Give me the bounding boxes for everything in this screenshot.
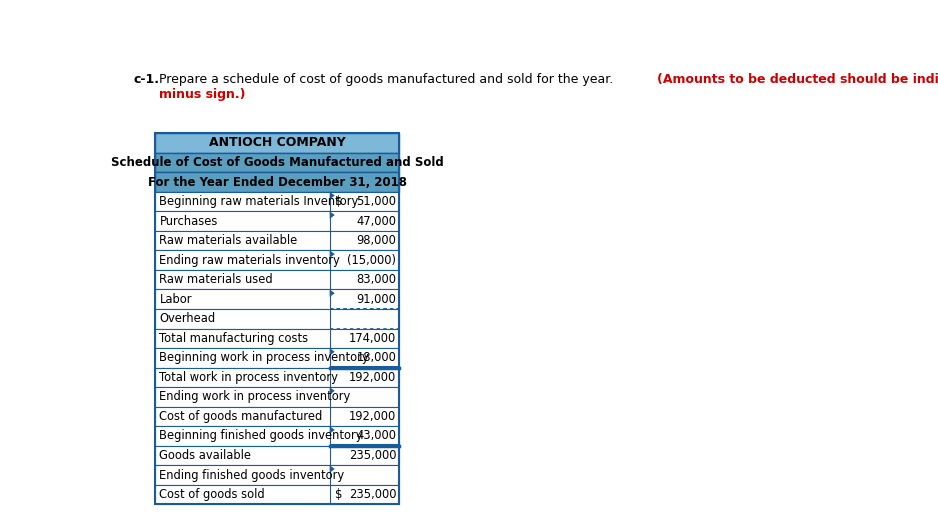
Text: ANTIOCH COMPANY: ANTIOCH COMPANY: [209, 137, 345, 150]
Bar: [155, 133, 400, 153]
Text: c-1.: c-1.: [133, 73, 159, 86]
Text: Purchases: Purchases: [159, 214, 218, 228]
Bar: [155, 309, 400, 328]
Text: 192,000: 192,000: [349, 371, 397, 384]
Text: $: $: [335, 195, 342, 208]
Text: Schedule of Cost of Goods Manufactured and Sold: Schedule of Cost of Goods Manufactured a…: [111, 156, 444, 169]
Bar: [155, 211, 400, 231]
Text: Ending work in process inventory: Ending work in process inventory: [159, 390, 351, 403]
Bar: [155, 465, 400, 485]
Text: Total work in process inventory: Total work in process inventory: [159, 371, 339, 384]
Polygon shape: [329, 465, 335, 473]
Text: 192,000: 192,000: [349, 410, 397, 423]
Text: Overhead: Overhead: [159, 312, 216, 325]
Text: Goods available: Goods available: [159, 449, 251, 462]
Bar: [155, 387, 400, 407]
Text: Labor: Labor: [159, 293, 192, 306]
Polygon shape: [329, 387, 335, 394]
Bar: [155, 192, 400, 211]
Polygon shape: [329, 251, 335, 258]
Text: Ending finished goods inventory: Ending finished goods inventory: [159, 469, 344, 482]
Text: For the Year Ended December 31, 2018: For the Year Ended December 31, 2018: [147, 176, 407, 189]
Text: 83,000: 83,000: [356, 273, 397, 286]
Text: 18,000: 18,000: [356, 351, 397, 365]
Polygon shape: [329, 290, 335, 297]
Text: 47,000: 47,000: [356, 214, 397, 228]
Bar: [155, 133, 400, 504]
Bar: [155, 426, 400, 446]
Bar: [155, 368, 400, 387]
Text: Cost of goods manufactured: Cost of goods manufactured: [159, 410, 323, 423]
Text: 174,000: 174,000: [349, 332, 397, 345]
Bar: [155, 446, 400, 465]
Polygon shape: [329, 426, 335, 434]
Bar: [155, 172, 400, 192]
Bar: [155, 251, 400, 270]
Text: Cost of goods sold: Cost of goods sold: [159, 488, 265, 501]
Text: minus sign.): minus sign.): [159, 88, 246, 101]
Polygon shape: [329, 348, 335, 356]
Text: 98,000: 98,000: [356, 234, 397, 247]
Text: Total manufacturing costs: Total manufacturing costs: [159, 332, 309, 345]
Text: $: $: [335, 488, 342, 501]
Text: 235,000: 235,000: [349, 449, 397, 462]
Bar: [155, 231, 400, 251]
Bar: [155, 407, 400, 426]
Text: Beginning work in process inventory: Beginning work in process inventory: [159, 351, 369, 365]
Polygon shape: [329, 211, 335, 219]
Bar: [155, 153, 400, 172]
Bar: [155, 290, 400, 309]
Text: Raw materials available: Raw materials available: [159, 234, 297, 247]
Text: Raw materials used: Raw materials used: [159, 273, 273, 286]
Text: 235,000: 235,000: [349, 488, 397, 501]
Text: Prepare a schedule of cost of goods manufactured and sold for the year.: Prepare a schedule of cost of goods manu…: [159, 73, 613, 86]
Text: 91,000: 91,000: [356, 293, 397, 306]
Text: (Amounts to be deducted should be indicated with a: (Amounts to be deducted should be indica…: [657, 73, 938, 86]
Text: (15,000): (15,000): [347, 254, 397, 267]
Bar: [155, 328, 400, 348]
Text: Ending raw materials inventory: Ending raw materials inventory: [159, 254, 340, 267]
Text: Beginning finished goods inventory: Beginning finished goods inventory: [159, 429, 363, 442]
Text: 43,000: 43,000: [356, 429, 397, 442]
Text: 51,000: 51,000: [356, 195, 397, 208]
Bar: [155, 270, 400, 290]
Bar: [155, 485, 400, 504]
Text: Beginning raw materials Inventory: Beginning raw materials Inventory: [159, 195, 358, 208]
Bar: [155, 348, 400, 368]
Polygon shape: [329, 192, 335, 199]
